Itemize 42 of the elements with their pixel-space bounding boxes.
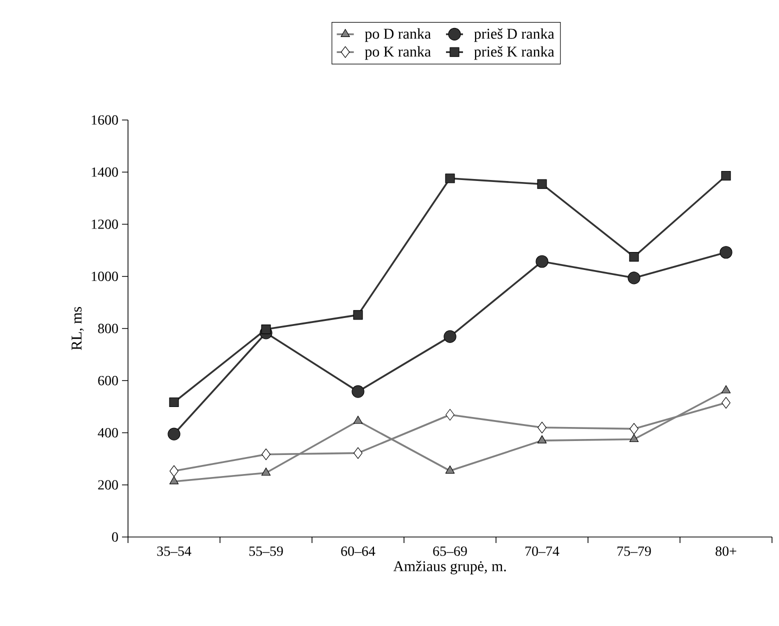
point [352,385,364,398]
point [537,179,547,189]
x-tick-label: 35–54 [157,546,192,556]
y-tick-label: 200 [98,480,118,490]
point [720,246,732,259]
point [168,428,180,440]
y-tick-label: 1600 [92,115,118,125]
y-tick-label: 400 [98,428,118,438]
x-tick-label: 70–74 [525,546,560,556]
x-tick-label: 60–64 [341,546,376,556]
legend-label: po K ranka [364,46,431,60]
y-tick-label: 800 [98,324,118,334]
point [537,435,547,444]
legend-label: po D ranka [364,28,431,42]
point [536,255,548,268]
point [721,170,731,181]
point [261,324,271,334]
point [628,272,640,284]
point [169,476,179,484]
point [721,385,731,394]
point [629,434,639,442]
point [629,252,639,262]
legend-label: prieš K ranka [474,46,554,60]
point [353,416,363,424]
point [353,310,363,320]
point [169,397,179,408]
legend-label: prieš D ranka [474,28,554,42]
point [444,330,456,343]
x-tick-label: 55–59 [249,546,283,556]
point [261,468,271,476]
x-axis-title: Amžiaus grupė, m. [393,560,506,574]
point [445,465,455,474]
x-tick-label: 75–79 [617,546,651,556]
y-tick-label: 1400 [92,167,118,177]
y-tick-label: 1000 [92,272,118,282]
y-axis-title: RL, ms [72,307,84,350]
x-tick-label: 80+ [716,546,736,556]
y-tick-label: 1200 [92,220,118,229]
point [445,174,455,184]
x-tick-label: 65–69 [433,546,467,556]
y-tick-label: 600 [98,376,118,386]
y-tick-label: 0 [112,532,118,542]
